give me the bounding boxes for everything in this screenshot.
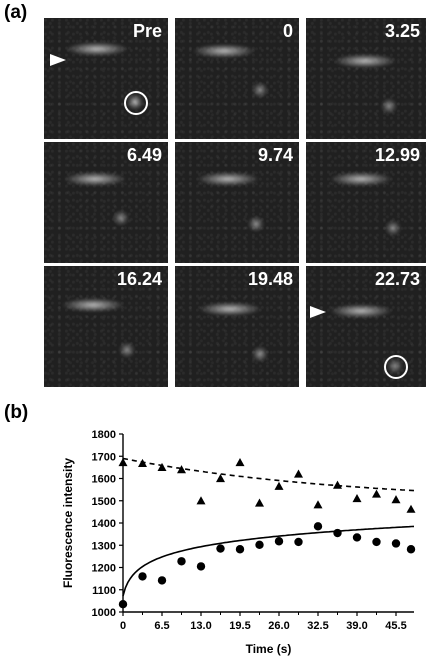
x-tick-label: 45.5: [385, 620, 406, 632]
y-tick-label: 1500: [92, 496, 116, 508]
dashed-fit-curve: [122, 457, 415, 492]
frame-pre: Pre: [44, 18, 168, 139]
frame-time: 22.73: [374, 269, 420, 289]
circle-point: [216, 544, 225, 553]
triangle-point: [157, 462, 167, 471]
y-tick-label: 1600: [92, 474, 116, 486]
triangle-point: [333, 480, 342, 489]
y-axis-label: Fluorescence intensity: [61, 458, 75, 588]
frame-19-48: 19.48: [175, 266, 299, 387]
triangle-point: [255, 498, 264, 507]
triangle-point: [138, 458, 147, 467]
x-tick-label: 32.5: [307, 620, 328, 632]
circle-point: [372, 537, 381, 547]
circle-point: [235, 545, 245, 554]
y-tick-label: 1700: [92, 451, 116, 463]
circle-point: [391, 539, 401, 548]
x-axis-label: Time (s): [246, 642, 292, 656]
triangle-point: [406, 504, 416, 513]
triangle-point: [372, 489, 381, 498]
arrowhead-icon: [310, 306, 326, 318]
circle-point: [294, 537, 303, 547]
triangle-point: [313, 500, 323, 509]
circle-point: [274, 537, 284, 546]
triangle-point: [235, 457, 245, 467]
circle-point: [157, 576, 167, 585]
triangle-point: [352, 494, 362, 503]
frame-9-74: 9.74: [175, 142, 299, 263]
frame-time: 12.99: [374, 145, 420, 165]
x-tick-label: 19.5: [229, 620, 250, 632]
triangle-point: [216, 474, 225, 483]
fluorescence-chart: 1000 1100 1200 1300 1400 1500 1600 1700 1800 0 6.…: [61, 429, 416, 656]
frame-time: 19.48: [247, 269, 293, 289]
panel-b-label: (b): [4, 402, 29, 423]
triangle-point: [274, 481, 284, 490]
circle-point: [255, 540, 264, 550]
frame-time: 9.74: [257, 145, 293, 165]
x-tick-label: 39.0: [346, 620, 367, 632]
circle-point: [118, 600, 128, 609]
frame-16-24: 16.24: [44, 266, 168, 387]
circle-point: [138, 572, 147, 581]
x-tick-label: 26.0: [268, 620, 289, 632]
circle-point: [352, 533, 362, 542]
frame-time: 3.25: [384, 21, 420, 41]
region-circle: [384, 355, 408, 379]
frame-6-49: 6.49: [44, 142, 168, 263]
triangle-point: [118, 457, 128, 467]
image-grid: Pre 0 3.25 6.49 9.74 12.99 16.24: [44, 18, 426, 387]
x-tick-label: 0: [120, 620, 126, 632]
triangle-point: [177, 465, 186, 474]
y-tick-label: 1000: [92, 607, 116, 619]
frame-3-25: 3.25: [306, 18, 426, 139]
circle-point: [406, 545, 416, 554]
triangle-point: [196, 496, 206, 505]
arrowhead-icon: [50, 54, 66, 66]
x-tick-label: 13.0: [190, 620, 211, 632]
circle-point: [196, 562, 206, 571]
y-tick-label: 1100: [92, 585, 116, 597]
y-tick-label: 1300: [92, 540, 116, 552]
circle-point: [177, 557, 186, 566]
frame-0: 0: [175, 18, 299, 139]
solid-fit-curve: [122, 525, 415, 597]
triangle-point: [294, 469, 303, 478]
frame-time: 16.24: [116, 269, 162, 289]
circle-point: [313, 522, 323, 531]
frame-12-99: 12.99: [306, 142, 426, 263]
circle-point: [333, 528, 342, 538]
frame-time: 6.49: [126, 145, 162, 165]
x-tick-label: 6.5: [154, 620, 169, 632]
frame-22-73: 22.73: [306, 266, 426, 387]
region-circle: [124, 91, 148, 115]
frame-time: 0: [282, 21, 293, 41]
frame-time: Pre: [132, 21, 162, 41]
y-tick-label: 1800: [92, 429, 116, 441]
triangle-point: [391, 495, 401, 504]
panel-a-label: (a): [4, 2, 28, 23]
y-tick-label: 1400: [92, 518, 116, 530]
y-tick-label: 1200: [92, 563, 116, 575]
chart-axes: [122, 434, 414, 613]
